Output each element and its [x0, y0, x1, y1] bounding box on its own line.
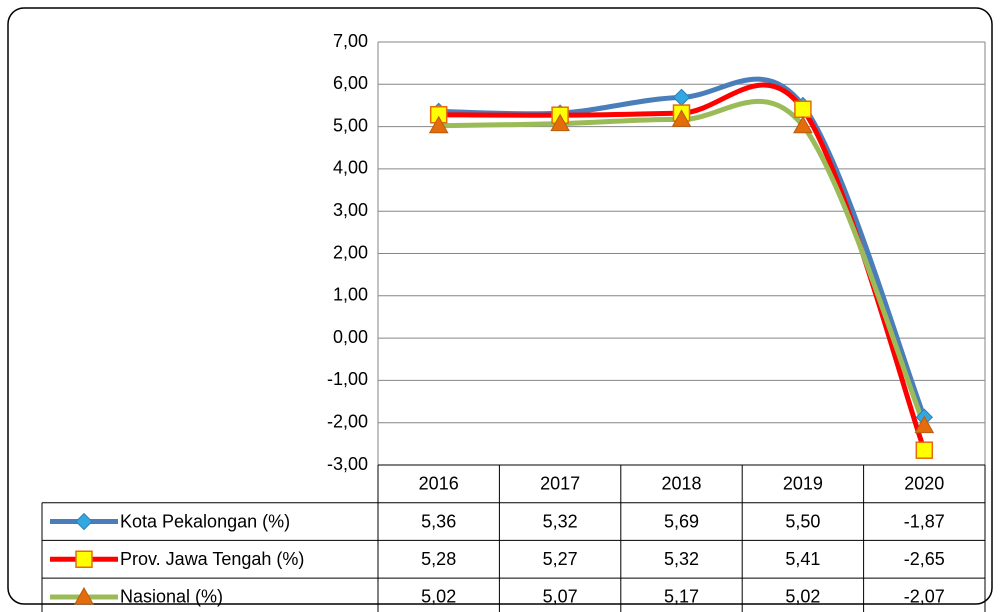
x-tick-label: 2020 — [904, 474, 944, 494]
table-value: 5,28 — [421, 549, 456, 569]
legend-label: Prov. Jawa Tengah (%) — [120, 549, 304, 569]
y-tick-label: 7,00 — [333, 31, 368, 51]
marker — [74, 586, 94, 605]
marker — [550, 113, 570, 132]
y-tick-label: 6,00 — [333, 73, 368, 93]
table-value: 5,32 — [543, 511, 578, 531]
marker — [75, 512, 93, 531]
table-value: 5,32 — [664, 549, 699, 569]
y-tick-label: -1,00 — [327, 369, 368, 389]
legend-label: Nasional (%) — [120, 587, 223, 607]
marker — [428, 115, 449, 134]
y-tick-label: 5,00 — [333, 115, 368, 135]
table-value: -1,87 — [904, 511, 945, 531]
table-value: 5,36 — [421, 511, 456, 531]
marker — [793, 115, 813, 134]
table-value: 5,07 — [543, 587, 578, 607]
series-line — [438, 98, 927, 427]
chart-frame — [7, 7, 993, 605]
y-tick-label: 0,00 — [333, 327, 368, 347]
table-value: 5,69 — [664, 511, 699, 531]
x-tick-label: 2016 — [419, 474, 459, 494]
y-tick-label: -2,00 — [327, 411, 368, 431]
table-value: 5,27 — [543, 549, 578, 569]
x-tick-label: 2019 — [783, 474, 823, 494]
legend-label: Kota Pekalongan (%) — [120, 511, 290, 531]
marker — [794, 100, 812, 119]
table-value: 5,17 — [664, 587, 699, 607]
y-tick-label: 1,00 — [333, 285, 368, 305]
x-tick-label: 2017 — [540, 474, 580, 494]
table-value: 5,41 — [785, 549, 820, 569]
table-value: -2,65 — [904, 549, 945, 569]
marker — [914, 415, 935, 434]
table-value: 5,50 — [785, 511, 820, 531]
table-value: 5,02 — [785, 587, 820, 607]
table-value: -2,07 — [904, 587, 945, 607]
y-tick-label: -3,00 — [327, 454, 368, 474]
marker — [671, 109, 692, 127]
y-tick-label: 4,00 — [333, 158, 368, 178]
y-tick-label: 3,00 — [333, 200, 368, 220]
x-tick-label: 2018 — [661, 474, 701, 494]
marker — [915, 441, 934, 459]
y-tick-label: 2,00 — [333, 242, 368, 262]
marker — [75, 550, 93, 568]
table-value: 5,02 — [421, 587, 456, 607]
